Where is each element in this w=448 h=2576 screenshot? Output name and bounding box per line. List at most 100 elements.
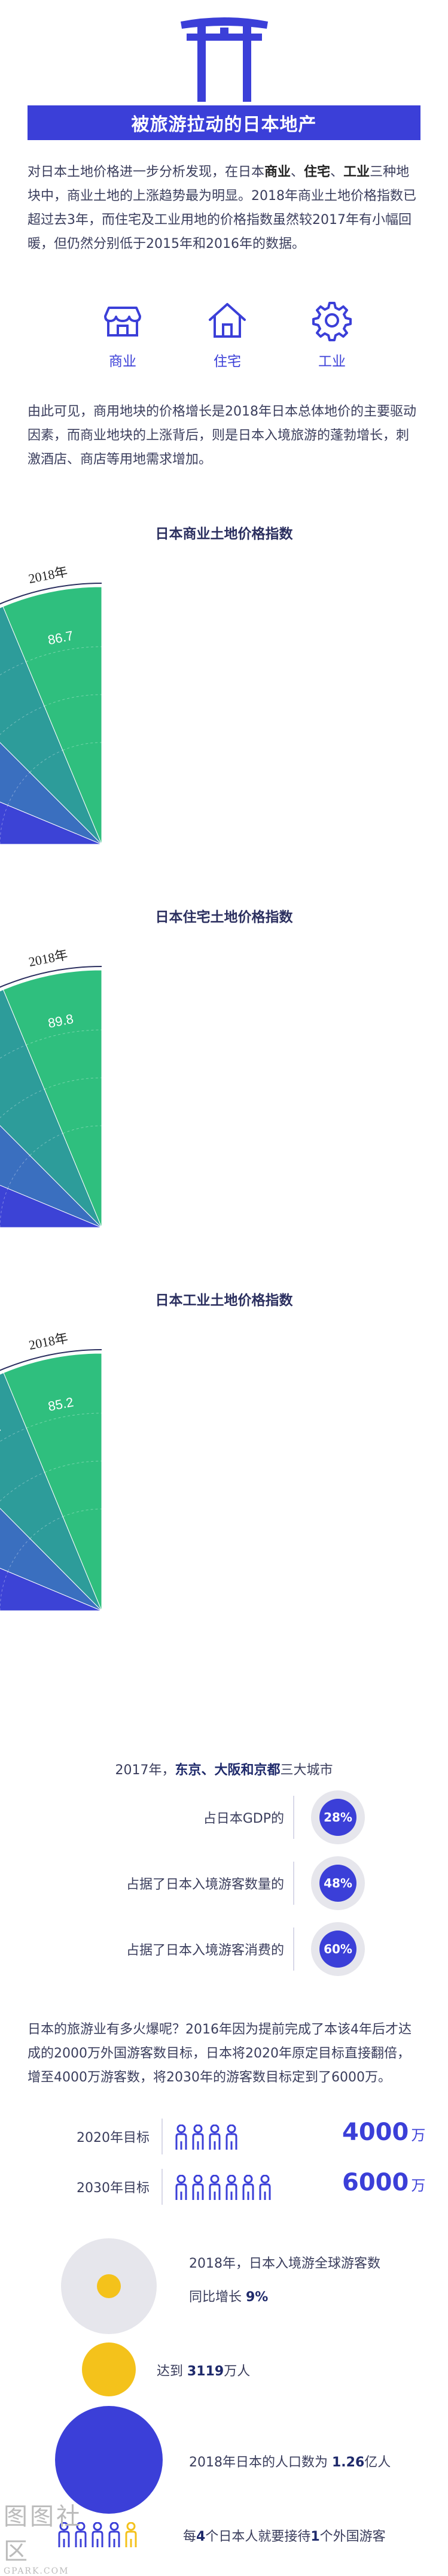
stat-row-visitors: 占据了日本入境游客数量的 48% (90, 1853, 365, 1913)
ratio-people-icons (57, 2522, 138, 2548)
person-icon (242, 2175, 254, 2200)
target-value: 6000 万 (342, 2169, 425, 2205)
bubble-text-1: 2018年，日本入境游全球游客数 (189, 2256, 380, 2271)
person-icon (92, 2522, 103, 2547)
person-icon (209, 2125, 221, 2150)
target-row-2020: 2020年目标 4000 万 (36, 2113, 425, 2160)
target-label: 2020年目标 (77, 2130, 150, 2145)
person-icon (209, 2175, 221, 2200)
person-icon (58, 2522, 70, 2547)
commercial-label: 商业 (109, 354, 136, 369)
grid-arc (0, 1188, 8, 1228)
grid-arc (44, 694, 102, 707)
sector-2017年 (0, 606, 102, 845)
land-type-icons: 商业 住宅 工业 (90, 299, 365, 383)
target-label: 2030年目标 (77, 2181, 150, 2196)
year-label: 2018年 (27, 564, 69, 586)
chart-title: 日本工业土地价格指数 (155, 1293, 293, 1308)
sector-2015年 (0, 801, 102, 845)
bubble-text-2: 同比增长 9% (189, 2290, 269, 2305)
divider (293, 1862, 294, 1905)
stat-value: 60% (319, 1931, 356, 1968)
people-icons (175, 2175, 272, 2201)
year-label: 2018年 (28, 1331, 69, 1353)
grid-arc (0, 805, 8, 845)
chart-title: 日本住宅土地价格指数 (155, 910, 293, 925)
chart-title: 日本商业土地价格指数 (155, 526, 293, 542)
outer-arc (0, 1349, 102, 1371)
stat-label: 占日本GDP的 (203, 1811, 284, 1826)
population-bubble (55, 2406, 163, 2514)
shop-icon (104, 307, 141, 337)
person-icon (259, 2175, 271, 2200)
analysis-paragraph: 由此可见，商用地块的价格增长是2018年日本总体地价的主要驱动因素，而商业地块的… (28, 404, 416, 467)
person-icon (125, 2522, 137, 2547)
bubble-text-4: 2018年日本的人口数为 1.26亿人 (189, 2455, 391, 2470)
grid-arc (0, 1472, 45, 1502)
industrial-price-chart: 日本工业土地价格指数 86.162015年85.472016年85.122017… (0, 1281, 448, 1623)
person-icon (192, 2125, 204, 2150)
stat-circle: 60% (311, 1922, 365, 1976)
target-unit: 万 (411, 2127, 426, 2144)
sector-2018年 (2, 969, 102, 1228)
grid-arc (7, 1155, 31, 1189)
gear-icon (312, 302, 352, 341)
person-icon (175, 2175, 187, 2200)
residential-label: 住宅 (214, 354, 241, 369)
grid-arc (0, 1089, 45, 1119)
grid-arc (26, 1413, 102, 1429)
watermark-text: 图图社区 (4, 2503, 83, 2565)
tourism-paragraph: 日本的旅游业有多火爆呢？2016年因为提前完成了本该4年后才达成的2000万外国… (28, 2022, 412, 2085)
grid-arc (29, 750, 63, 773)
intro-paragraph: 对日本土地价格进一步分析发现，在日本商业、住宅、工业三种地块中，商业土地的上涨趋… (28, 165, 416, 251)
outer-arc (0, 966, 102, 988)
land-type-industrial: 工业 (299, 299, 365, 383)
person-icon (175, 2125, 187, 2150)
grid-arc (62, 742, 102, 751)
sector-2017年 (0, 1372, 102, 1611)
house-icon (209, 303, 246, 338)
grid-arc (26, 646, 102, 662)
outer-arc (0, 583, 102, 605)
divider (293, 1928, 294, 1971)
land-type-commercial: 商业 (90, 299, 156, 383)
grid-arc (44, 1077, 102, 1090)
industrial-label: 工业 (318, 354, 346, 369)
arrivals-bubble (82, 2342, 136, 2396)
growth-bubble-yellow (97, 2274, 121, 2298)
person-icon (75, 2522, 87, 2547)
grid-arc (29, 1133, 63, 1156)
divider (293, 1796, 294, 1839)
watermark-logo: 图图社区 GPARK.COM (4, 2497, 105, 2576)
person-icon (108, 2522, 120, 2547)
sector-2015年 (0, 1184, 102, 1228)
divider (161, 2119, 163, 2154)
bubble-text-3: 达到 3119万人 (157, 2364, 251, 2379)
stat-row-gdp: 占日本GDP的 28% (90, 1787, 365, 1847)
grid-arc (0, 705, 45, 735)
grid-arc (62, 1125, 102, 1134)
grid-arc (44, 1460, 102, 1473)
stat-circle: 28% (311, 1790, 365, 1844)
torii-gate-icon (179, 0, 269, 102)
stat-value: 28% (319, 1799, 356, 1836)
grid-arc (7, 772, 31, 805)
sector-2018年 (2, 586, 102, 845)
person-icon (225, 2175, 237, 2200)
sector-2018年 (3, 1353, 102, 1611)
sector-2016年 (0, 1125, 102, 1228)
stat-circle: 48% (311, 1856, 365, 1910)
stat-row-spending: 占据了日本入境游客消费的 60% (90, 1919, 365, 1979)
year-label: 2018年 (28, 947, 69, 969)
bubble-text-5: 每4个日本人就要接待1个外国游客 (183, 2529, 386, 2544)
grid-arc (26, 1029, 102, 1045)
grid-arc (62, 1508, 102, 1517)
grid-arc (0, 1571, 8, 1611)
person-icon (225, 2125, 237, 2150)
people-icons (175, 2125, 238, 2151)
target-unit: 万 (411, 2177, 426, 2194)
residential-price-chart: 日本住宅土地价格指数 90.052015年89.742016年89.592017… (0, 898, 448, 1239)
watermark-site: GPARK.COM (4, 2566, 69, 2576)
